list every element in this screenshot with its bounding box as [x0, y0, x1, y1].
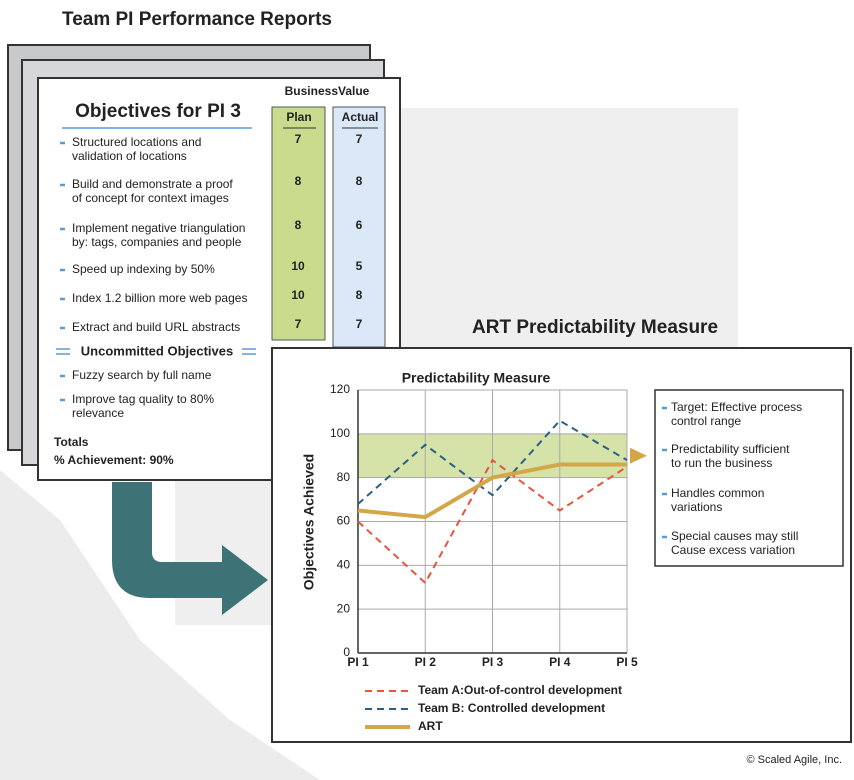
- note-text: to run the business: [671, 456, 772, 470]
- objective-text: Speed up indexing by 50%: [72, 262, 215, 276]
- legend-label: Team B: Controlled development: [418, 701, 605, 715]
- objective-text: Extract and build URL abstracts: [72, 320, 240, 334]
- objective-text: Implement negative triangulation: [72, 221, 245, 235]
- decor-lines: [56, 348, 256, 355]
- uncommitted-text: Fuzzy search by full name: [72, 368, 212, 382]
- note-text: Special causes may still: [671, 529, 798, 543]
- note-text: Cause excess variation: [671, 543, 795, 557]
- flow-arrow: [112, 482, 268, 615]
- objective-text: Index 1.2 billion more web pages: [72, 291, 247, 305]
- notes-box: [654, 389, 844, 567]
- actual-column: [332, 106, 386, 348]
- plan-value: 7: [295, 132, 302, 146]
- note-text: Target: Effective process: [671, 400, 802, 414]
- actual-value: 7: [356, 317, 363, 331]
- series-line: [357, 419, 628, 505]
- plan-value: 8: [295, 174, 302, 188]
- y-tick-label: 100: [330, 426, 350, 440]
- y-tick-label: 20: [337, 601, 351, 615]
- actual-value: 7: [356, 132, 363, 146]
- x-tick-label: PI 4: [549, 655, 571, 669]
- uncommitted-title: Uncommitted Objectives: [81, 343, 233, 358]
- actual-value: 8: [356, 174, 363, 188]
- totals: Totals: [54, 435, 89, 449]
- report-title: Objectives for PI 3: [75, 101, 241, 122]
- y-axis-label: Objectives Achieved: [301, 454, 317, 590]
- x-tick-label: PI 5: [616, 655, 638, 669]
- note-text: Handles common: [671, 486, 764, 500]
- x-tick-label: PI 2: [415, 655, 437, 669]
- objective-text: of concept for context images: [72, 191, 229, 205]
- business-value: BusinessValue: [285, 84, 370, 98]
- y-tick-label: 120: [330, 382, 350, 396]
- plan-value: 10: [291, 288, 305, 302]
- note-text: variations: [671, 500, 722, 514]
- y-tick-label: 40: [337, 558, 351, 572]
- legend-label: Team A:Out-of-control development: [418, 683, 622, 697]
- series-line: [357, 458, 628, 585]
- chart-title: Predictability Measure: [402, 370, 551, 386]
- background-shape: [0, 470, 320, 780]
- actual-header: Actual: [342, 110, 379, 124]
- uncommitted-text: Improve tag quality to 80%: [72, 392, 214, 406]
- note-text: Predictability sufficient: [671, 442, 790, 456]
- footer: © Scaled Agile, Inc.: [746, 754, 842, 766]
- target-arrow: [630, 447, 647, 464]
- plan-header: Plan: [286, 110, 311, 124]
- actual-value: 8: [356, 288, 363, 302]
- note-text: control range: [671, 414, 741, 428]
- x-tick-label: PI 1: [347, 655, 369, 669]
- series-line: [357, 462, 627, 520]
- objective-text: Structured locations and: [72, 135, 201, 149]
- actual-value: 6: [356, 218, 363, 232]
- achievement: % Achievement: 90%: [54, 453, 174, 467]
- legend-label: ART: [418, 719, 443, 733]
- actual-value: 5: [356, 259, 363, 273]
- uncommitted-text: relevance: [72, 406, 124, 420]
- y-tick-label: 60: [337, 514, 351, 528]
- plan-value: 8: [295, 218, 302, 232]
- y-tick-label: 80: [337, 470, 351, 484]
- y-tick-label: 0: [343, 645, 350, 659]
- page-title: Team PI Performance Reports: [62, 9, 332, 30]
- objective-text: validation of locations: [72, 149, 187, 163]
- section-title: ART Predictability Measure: [472, 317, 718, 338]
- plan-value: 10: [291, 259, 305, 273]
- objective-text: by: tags, companies and people: [72, 235, 242, 249]
- plan-column: [271, 106, 326, 341]
- objective-text: Build and demonstrate a proof: [72, 177, 233, 191]
- plan-value: 7: [295, 317, 302, 331]
- x-tick-label: PI 3: [482, 655, 504, 669]
